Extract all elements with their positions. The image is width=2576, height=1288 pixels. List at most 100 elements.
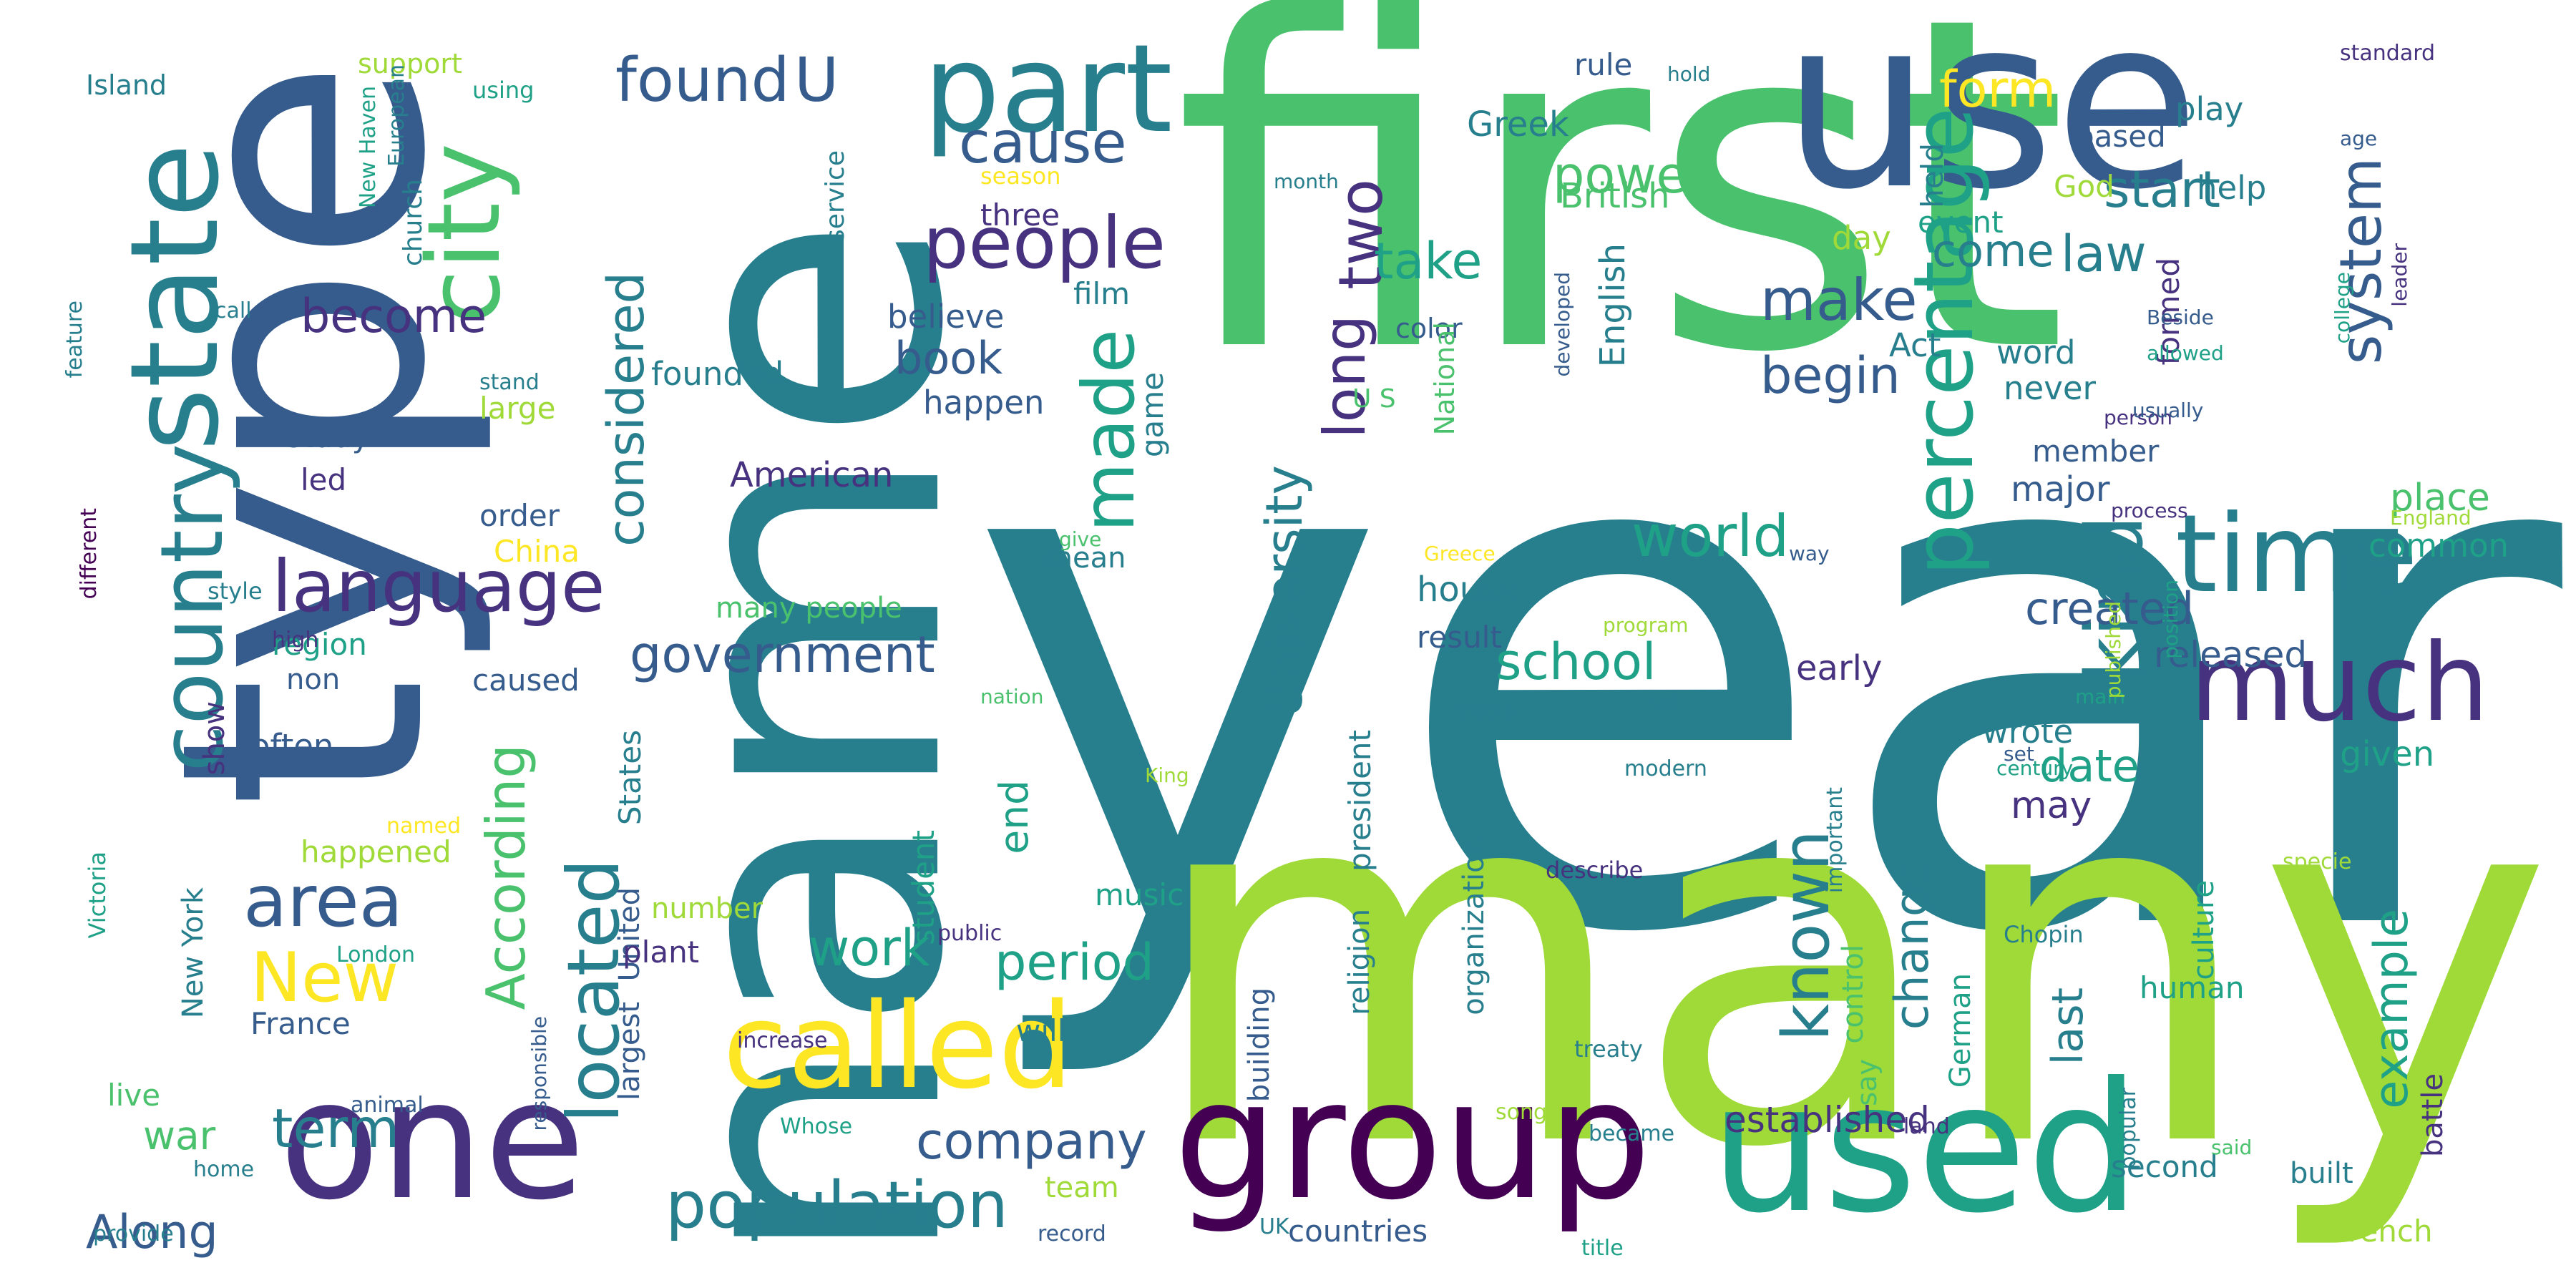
word: organization	[1458, 837, 1491, 1015]
word: public	[937, 921, 1002, 946]
word: American	[730, 455, 894, 495]
word: style	[208, 577, 263, 605]
word: England	[2390, 506, 2472, 530]
word: Greek	[1467, 104, 1569, 145]
word: call	[215, 298, 252, 323]
word: largest	[613, 1002, 646, 1101]
word: large	[479, 391, 556, 426]
word: game	[1135, 372, 1170, 458]
word: state	[104, 143, 246, 452]
word: increase	[737, 1028, 828, 1053]
word: house	[1417, 570, 1521, 610]
word: named	[386, 814, 462, 839]
word: give	[1059, 527, 1102, 551]
word: start	[2104, 160, 2221, 219]
word: caused	[472, 663, 580, 698]
word: music	[1095, 877, 1184, 912]
word: law	[2061, 225, 2147, 283]
word: happen	[923, 384, 1045, 421]
word: developed	[1551, 272, 1574, 377]
word: States	[613, 730, 648, 826]
word: happened	[301, 834, 452, 869]
word: University	[1255, 465, 1314, 718]
word: never	[2004, 369, 2097, 407]
word: long	[1312, 315, 1378, 439]
word: result	[1417, 620, 1502, 655]
word: year	[966, 256, 2562, 1089]
word: term	[272, 1097, 400, 1160]
word: first	[1174, 0, 2069, 452]
word: Chopin	[2004, 921, 2084, 948]
word: published	[2102, 601, 2125, 699]
word: land	[1903, 1114, 1950, 1139]
word: language	[272, 545, 605, 628]
word: show	[198, 701, 231, 776]
word: person	[2104, 406, 2172, 429]
word: King	[1145, 763, 1189, 787]
word: word	[1996, 333, 2076, 371]
word: example	[2365, 909, 2419, 1109]
word: battle	[2416, 1073, 2449, 1157]
word: book	[894, 332, 1003, 384]
word: much	[2190, 621, 2489, 746]
word: non	[286, 663, 341, 696]
word: number	[651, 892, 763, 925]
word: Act	[1889, 326, 1941, 364]
word: play	[2175, 90, 2244, 128]
word: called	[723, 977, 1073, 1115]
word: day	[1832, 219, 1891, 257]
word: month	[1274, 170, 1339, 193]
word: early	[1796, 648, 1883, 688]
word: group	[1174, 1045, 1652, 1236]
word: released	[2154, 634, 2308, 675]
word: school	[1496, 633, 1657, 691]
word: last	[2043, 987, 2093, 1065]
word: control	[1837, 945, 1870, 1044]
word: France	[250, 1006, 351, 1041]
word: set	[2004, 742, 2034, 766]
word: team	[1045, 1171, 1119, 1204]
word: population	[665, 1168, 1008, 1243]
word: found	[615, 45, 790, 116]
word: company	[916, 1112, 1147, 1171]
word: often	[250, 727, 334, 765]
word: take	[1374, 232, 1483, 291]
word: begin	[1760, 346, 1901, 405]
word: title	[1581, 1236, 1624, 1261]
word: mean	[1045, 542, 1126, 575]
word: countries	[1288, 1214, 1428, 1249]
word: service	[821, 150, 850, 243]
word: major	[2011, 469, 2110, 509]
word: color	[1395, 313, 1463, 344]
word: war	[143, 1113, 216, 1158]
word: treaty	[1574, 1035, 1643, 1063]
word: change	[1885, 859, 1939, 1030]
word: century	[1996, 756, 2074, 780]
word: said	[2211, 1136, 2253, 1159]
word: different	[77, 508, 102, 600]
word: created	[2025, 582, 2195, 635]
word: made	[1067, 329, 1151, 532]
word: Whose	[780, 1114, 853, 1139]
word: live	[107, 1078, 161, 1113]
word: president	[1342, 730, 1377, 872]
word: time	[2175, 492, 2418, 617]
word: European	[384, 64, 409, 167]
word: China	[494, 534, 580, 569]
word: become	[301, 290, 487, 343]
word: U	[794, 45, 839, 116]
word: standard	[2340, 41, 2436, 66]
word: home	[193, 1157, 255, 1182]
word: song	[1496, 1100, 1548, 1125]
word: New York	[177, 887, 210, 1019]
word: New Haven	[356, 86, 381, 209]
word: London	[336, 942, 415, 967]
word: one	[279, 1045, 585, 1236]
word: record	[1038, 1221, 1106, 1246]
word: people	[923, 201, 1166, 285]
word: use	[1782, 0, 2200, 241]
word: nation	[980, 685, 1044, 708]
word: UK	[1259, 1214, 1289, 1239]
word: based	[2075, 119, 2166, 154]
word: According	[474, 744, 537, 1010]
